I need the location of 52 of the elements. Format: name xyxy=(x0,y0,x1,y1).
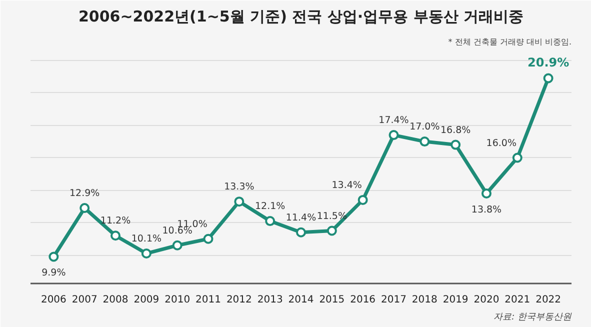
point xyxy=(296,227,306,238)
x-tick-label: 2019 xyxy=(442,294,468,306)
x-tick-label: 2007 xyxy=(72,294,98,306)
x-tick-label: 2013 xyxy=(257,294,283,306)
x-tick-label: 2009 xyxy=(134,294,160,306)
data-label: 17.4% xyxy=(378,115,409,126)
point xyxy=(450,140,461,150)
point xyxy=(420,136,430,147)
data-label: 10.6% xyxy=(162,225,192,236)
x-tick-label: 2016 xyxy=(350,294,376,306)
point xyxy=(388,130,399,140)
x-tick-label: 2014 xyxy=(288,294,314,306)
data-label: 13.3% xyxy=(224,182,254,193)
chart-title: 2006~2022년(1~5월 기준) 전국 상업·업무용 부동산 거래비중 xyxy=(78,8,524,26)
x-tick-label: 2010 xyxy=(164,294,190,306)
data-label: 12.9% xyxy=(70,188,100,200)
point xyxy=(265,216,276,226)
x-tick-label: 2008 xyxy=(102,294,128,306)
point xyxy=(110,230,121,241)
data-label: 20.9% xyxy=(528,55,570,70)
x-tick-label: 2011 xyxy=(196,294,221,306)
x-tick-label: 2017 xyxy=(381,294,406,306)
data-label: 10.1% xyxy=(131,233,162,244)
x-tick-label: 2012 xyxy=(226,294,252,306)
x-tick-label: 2020 xyxy=(474,294,500,306)
data-label: 13.4% xyxy=(332,180,362,191)
data-label: 13.8% xyxy=(471,204,502,216)
text: * 전체 건축물 거래량 대비 비중임. xyxy=(448,38,572,46)
x-tick-label: 2006 xyxy=(40,294,66,306)
data-label: 16.0% xyxy=(486,138,516,149)
data-label: 11.2% xyxy=(100,216,131,227)
x-tick-label: 2021 xyxy=(504,294,530,306)
data-label: 12.1% xyxy=(254,201,286,212)
data-label: 9.9% xyxy=(42,268,66,279)
x-tick-label: 2015 xyxy=(319,294,345,306)
data-label: 17.0% xyxy=(410,122,440,133)
point xyxy=(234,196,244,207)
point xyxy=(203,234,214,244)
point xyxy=(326,226,337,236)
point xyxy=(141,248,152,258)
text: 자료: 한국부동산원 xyxy=(494,312,572,322)
point xyxy=(543,73,554,84)
data-label: 16.8% xyxy=(440,124,471,136)
point xyxy=(481,188,492,198)
x-tick-label: 2022 xyxy=(536,294,562,306)
point xyxy=(172,240,182,250)
point xyxy=(512,152,522,163)
point xyxy=(80,203,90,214)
point xyxy=(358,194,368,205)
point xyxy=(48,252,59,262)
x-tick-label: 2018 xyxy=(412,294,438,306)
data-label: 11.4% xyxy=(286,212,316,224)
